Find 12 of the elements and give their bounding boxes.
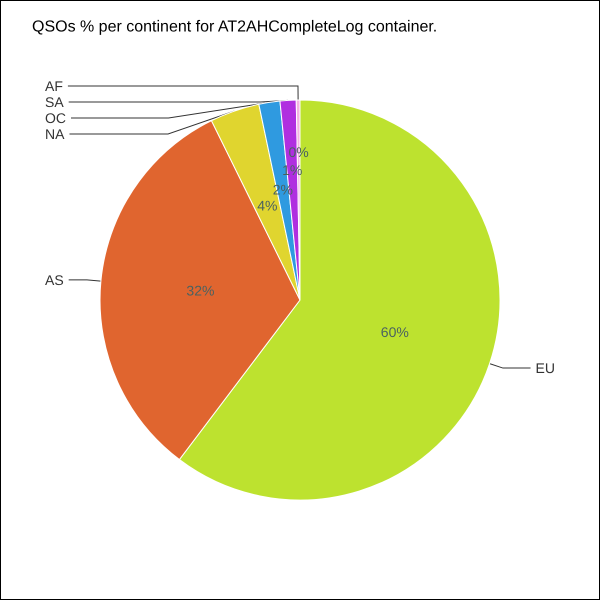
data-label: 32% <box>186 282 214 299</box>
data-label: 60% <box>380 324 409 340</box>
slice-label: AS <box>45 272 64 288</box>
chart-title: QSOs % per continent for AT2AHCompleteLog container. <box>32 18 438 36</box>
slice-label: SA <box>45 94 64 110</box>
data-label: 1% <box>282 162 302 178</box>
slice-label: NA <box>45 126 66 142</box>
data-label: 4% <box>257 197 278 214</box>
slice-label: EU <box>536 360 555 376</box>
slice-label: AF <box>45 78 63 94</box>
data-label: 0% <box>288 144 309 160</box>
slice-label: OC <box>45 110 66 126</box>
